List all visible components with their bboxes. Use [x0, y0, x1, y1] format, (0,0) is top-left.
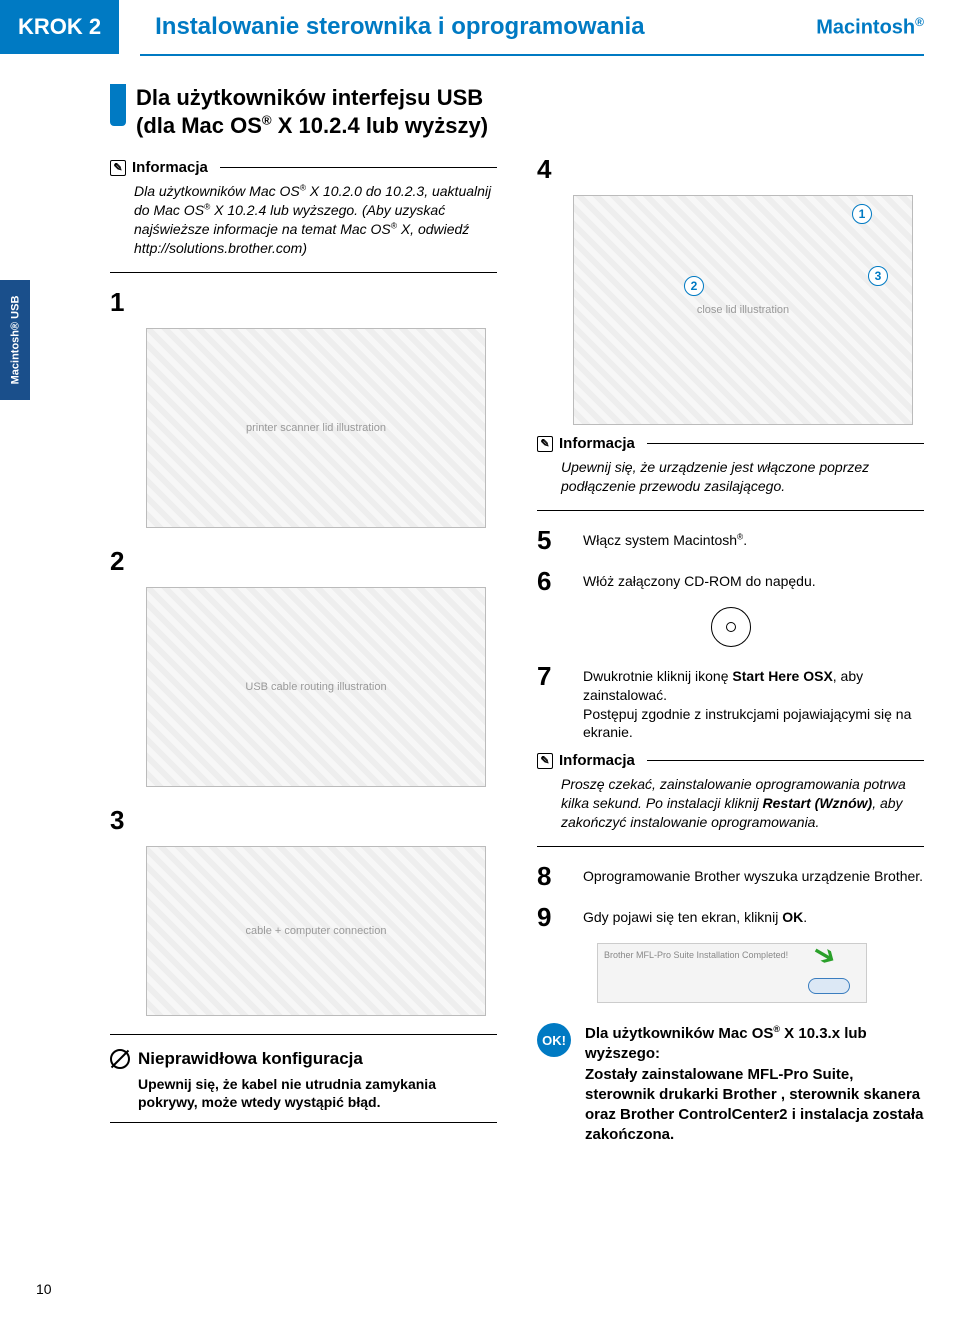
info-label: Informacja: [559, 435, 635, 452]
step-9: 9 Gdy pojawi się ten ekran, kliknij OK.: [537, 902, 924, 933]
step-text: Gdy pojawi się ten ekran, kliknij OK.: [583, 902, 924, 927]
info-body: Dla użytkowników Mac OS® X 10.2.0 do 10.…: [134, 182, 497, 258]
step-3: 3: [110, 805, 497, 836]
callout-3: 3: [868, 266, 888, 286]
info-label: Informacja: [559, 752, 635, 769]
step-text: Dwukrotnie kliknij ikonę Start Here OSX,…: [583, 661, 924, 743]
warning-title: Nieprawidłowa konfiguracja: [138, 1049, 363, 1069]
info-block-1: ✎ Informacja Dla użytkowników Mac OS® X …: [110, 159, 497, 258]
divider: [110, 272, 497, 273]
divider: [537, 846, 924, 847]
illustration-3: cable + computer connection: [146, 846, 486, 1016]
section-title: Dla użytkowników interfejsu USB (dla Mac…: [136, 84, 488, 139]
dialog-screenshot: Brother MFL-Pro Suite Installation Compl…: [597, 943, 867, 1003]
step-number: 5: [537, 525, 573, 556]
info-body: Proszę czekać, zainstalowanie oprogramow…: [561, 775, 924, 832]
info-block-2: ✎ Informacja Upewnij się, że urządzenie …: [537, 435, 924, 496]
note-icon: ✎: [537, 753, 553, 769]
content-area: Dla użytkowników interfejsu USB (dla Mac…: [110, 84, 924, 1146]
blue-tab-icon: [110, 84, 126, 126]
step-number: 9: [537, 902, 573, 933]
info-header: ✎ Informacja: [110, 159, 497, 176]
section-title-line2a: (dla Mac OS: [136, 113, 262, 138]
platform-label: Macintosh: [816, 16, 915, 38]
right-column: 4 close lid illustration 1 2 3 ✎ Informa…: [537, 84, 924, 1146]
info-divider: [647, 760, 924, 761]
arrow-icon: ➔: [806, 934, 843, 974]
header-divider: [140, 54, 924, 56]
reg-mark: ®: [262, 112, 272, 127]
info-header: ✎ Informacja: [537, 435, 924, 452]
step-text: Włóż załączony CD-ROM do napędu.: [583, 566, 924, 591]
step-number: 2: [110, 546, 146, 577]
step-number: 6: [537, 566, 573, 597]
divider: [110, 1122, 497, 1123]
callout-2: 2: [684, 276, 704, 296]
illustration-2: USB cable routing illustration: [146, 587, 486, 787]
side-tab: Macintosh® USB: [0, 280, 30, 400]
step-badge: KROK 2: [0, 0, 119, 54]
divider: [537, 510, 924, 511]
left-column: Dla użytkowników interfejsu USB (dla Mac…: [110, 84, 497, 1146]
step-5: 5 Włącz system Macintosh®.: [537, 525, 924, 556]
ok-block: OK! Dla użytkowników Mac OS® X 10.3.x lu…: [537, 1023, 924, 1146]
divider: [110, 1034, 497, 1035]
header-platform: Macintosh®: [816, 15, 924, 40]
step-number: 1: [110, 287, 146, 318]
header-title: Instalowanie sterownika i oprogramowania: [155, 13, 816, 41]
step-number: 3: [110, 805, 146, 836]
ok-text: Dla użytkowników Mac OS® X 10.3.x lub wy…: [585, 1023, 924, 1146]
info-divider: [647, 443, 924, 444]
section-title-line2b: X 10.2.4 lub wyższy): [272, 113, 488, 138]
step-4: 4: [537, 154, 924, 185]
info-block-3: ✎ Informacja Proszę czekać, zainstalowan…: [537, 752, 924, 832]
info-body: Upewnij się, że urządzenie jest włączone…: [561, 458, 924, 496]
step-number: 8: [537, 861, 573, 892]
info-header: ✎ Informacja: [537, 752, 924, 769]
illustration-4: close lid illustration 1 2 3: [573, 195, 913, 425]
section-heading: Dla użytkowników interfejsu USB (dla Mac…: [110, 84, 497, 139]
page-number: 10: [36, 1281, 52, 1297]
step-1: 1: [110, 287, 497, 318]
warning-header: Nieprawidłowa konfiguracja: [110, 1049, 497, 1069]
warning-body: Upewnij się, że kabel nie utrudnia zamyk…: [138, 1075, 497, 1113]
ok-badge-icon: OK!: [537, 1023, 571, 1057]
cd-icon: [711, 607, 751, 647]
section-title-line1: Dla użytkowników interfejsu USB: [136, 85, 483, 110]
step-text: Włącz system Macintosh®.: [583, 525, 924, 550]
info-divider: [220, 167, 497, 168]
step-6: 6 Włóż załączony CD-ROM do napędu.: [537, 566, 924, 597]
step-2: 2: [110, 546, 497, 577]
prohibit-icon: [110, 1049, 130, 1069]
ok-button-image: [808, 978, 850, 994]
page-header: KROK 2 Instalowanie sterownika i oprogra…: [0, 0, 960, 54]
callout-1: 1: [852, 204, 872, 224]
step-8: 8 Oprogramowanie Brother wyszuka urządze…: [537, 861, 924, 892]
note-icon: ✎: [110, 160, 126, 176]
step-7: 7 Dwukrotnie kliknij ikonę Start Here OS…: [537, 661, 924, 743]
illustration-1: printer scanner lid illustration: [146, 328, 486, 528]
step-number: 7: [537, 661, 573, 692]
reg-mark: ®: [915, 15, 924, 29]
side-tab-label: Macintosh® USB: [9, 296, 21, 385]
info-label: Informacja: [132, 159, 208, 176]
step-text: Oprogramowanie Brother wyszuka urządzeni…: [583, 861, 924, 886]
step-number: 4: [537, 154, 573, 185]
note-icon: ✎: [537, 436, 553, 452]
